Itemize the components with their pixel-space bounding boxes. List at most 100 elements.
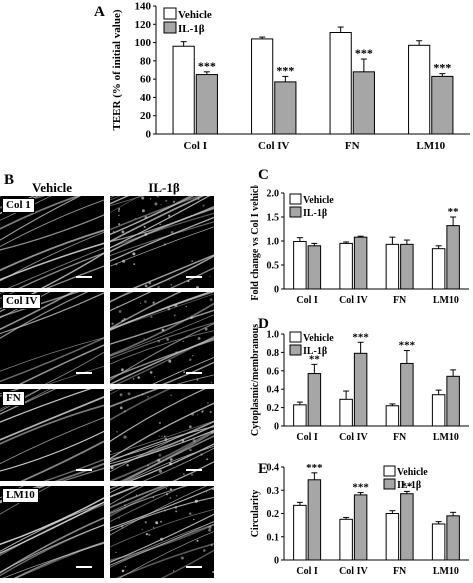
cell-junction-strand <box>110 292 134 302</box>
speckle <box>168 214 171 217</box>
cell-junction-strand <box>0 196 82 241</box>
panel-d-ytick-label: 0.8 <box>267 348 280 359</box>
cell-junction-strand <box>172 461 214 481</box>
speckle <box>170 284 172 286</box>
panel-a-ytick-label: 120 <box>135 19 152 31</box>
panel-c-legend-swatch <box>289 206 302 218</box>
panel-c-xtick-label: Col I <box>296 295 318 306</box>
panel-a-xtick-label: Col IV <box>258 140 290 152</box>
speckle <box>150 242 153 244</box>
panel-c-ylabel: Fold change vs Col I vehicle <box>250 185 261 301</box>
cell-junction-strand <box>0 417 104 465</box>
cell-junction-strand <box>162 361 214 384</box>
cell-junction-strand <box>110 508 214 548</box>
speckle <box>118 310 122 313</box>
panel-a-bar <box>408 44 431 135</box>
speckle <box>159 537 164 541</box>
panel-d-bar <box>339 398 353 427</box>
panel-a-xtick-label: FN <box>345 140 360 152</box>
speckle <box>198 343 201 346</box>
panel-d-bar <box>307 373 322 427</box>
panel-d-chart: 0 0.2 0.4 0.6 0.8 1.0 Cytoplasmic/membranous **… <box>250 324 469 443</box>
cell-junction-strand <box>126 445 214 481</box>
speckle <box>202 549 206 552</box>
speckle <box>196 539 199 542</box>
speckle <box>158 469 162 473</box>
panel-d-bar <box>293 404 307 427</box>
speckle <box>119 393 123 397</box>
speckle <box>146 395 149 398</box>
panel-e-bar <box>400 493 414 561</box>
speckle <box>182 473 185 476</box>
cell-junction-strand <box>60 467 104 481</box>
panel-c-bar <box>307 245 322 290</box>
speckle <box>161 435 163 438</box>
speckle <box>116 306 118 308</box>
speckle <box>144 215 148 219</box>
speckle <box>121 319 124 322</box>
speckle <box>144 300 147 303</box>
speckle <box>183 371 186 374</box>
speckle <box>145 532 149 536</box>
cell-junction-strand <box>0 337 104 372</box>
speckle <box>163 509 167 512</box>
speckle <box>157 458 161 462</box>
cell-junction-strand <box>110 226 214 267</box>
cell-junction-strand <box>0 524 104 573</box>
scale-bar <box>186 566 202 568</box>
cell-junction-strand <box>110 424 214 468</box>
speckle <box>169 488 172 491</box>
cell-junction-strand <box>110 523 214 568</box>
speckle <box>118 517 120 519</box>
panel-a-letter: A <box>94 4 105 20</box>
panel-e-bar <box>431 523 446 561</box>
cell-junction-strand <box>119 531 214 578</box>
panel-a-legend-swatch <box>163 7 177 20</box>
cell-junction-strand <box>0 430 104 472</box>
cell-junction-strand <box>0 389 42 412</box>
cell-junction-strand <box>20 440 104 481</box>
panel-a-ytick-label: 140 <box>135 1 152 13</box>
panel-d-letter: D <box>258 316 269 332</box>
panel-a-bar <box>195 74 218 135</box>
speckle <box>148 533 151 536</box>
speckle <box>189 358 192 362</box>
speckle <box>141 528 143 531</box>
cell-junction-strand <box>0 292 104 335</box>
cell-junction-strand <box>0 486 51 515</box>
cell-junction-strand <box>40 252 104 288</box>
panel-e-significance: *** <box>306 462 323 474</box>
panel-d-xtick-label: Col IV <box>339 432 368 443</box>
panel-a-bar <box>352 71 375 135</box>
speckle <box>161 328 165 332</box>
panel-e-ytick-label: 0.3 <box>267 486 280 497</box>
speckle <box>210 515 212 517</box>
panel-d-significance: *** <box>399 340 416 352</box>
panel-c-xtick-label: LM10 <box>433 295 459 306</box>
cell-junction-strand <box>110 322 214 360</box>
panel-d-bar <box>431 394 446 427</box>
speckle <box>118 223 121 226</box>
speckle <box>208 525 212 529</box>
speckle <box>148 281 152 285</box>
scale-bar <box>76 566 92 568</box>
cell-junction-strand <box>110 196 205 243</box>
panel-e-ylabel: Circularity <box>250 490 261 538</box>
scale-bar <box>186 372 202 374</box>
cell-junction-strand <box>0 214 104 251</box>
cell-junction-strand <box>110 486 208 536</box>
panel-e-xtick-label: LM10 <box>433 566 459 577</box>
speckle <box>193 518 195 521</box>
speckle <box>120 402 122 405</box>
micrograph-texture <box>110 486 214 578</box>
speckle <box>189 512 192 515</box>
cell-junction-strand <box>110 421 214 460</box>
cell-junction-strand <box>2 543 104 578</box>
cell-junction-strand <box>176 374 214 384</box>
cell-junction-strand <box>110 196 130 205</box>
speckle <box>165 487 168 489</box>
panel-d-legend-swatch <box>289 331 302 343</box>
scale-bar <box>76 276 92 278</box>
speckle <box>173 314 176 317</box>
speckle <box>121 230 125 234</box>
